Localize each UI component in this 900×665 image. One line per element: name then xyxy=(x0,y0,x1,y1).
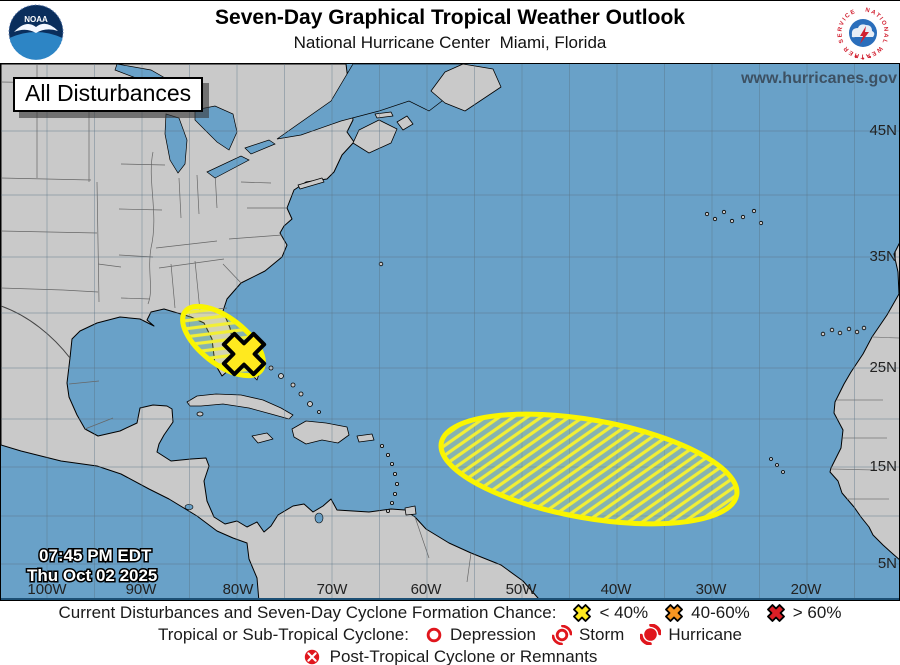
legend-item-storm: Storm xyxy=(551,624,625,645)
trinidad xyxy=(404,505,417,516)
lon-label-70W: 70W xyxy=(317,581,349,598)
cape-breton xyxy=(396,115,414,131)
legend-hurricane-label: Hurricane xyxy=(668,624,743,644)
nws-cloud-icon xyxy=(851,24,875,38)
outlook-map[interactable]: 45N 35N 25N 15N 5N 100W 90W 80W 70W 60W 50W 40W 30W… xyxy=(0,63,900,601)
long-island xyxy=(297,177,325,190)
gulf-st-lawrence xyxy=(276,64,464,140)
newfoundland xyxy=(430,64,502,112)
africa-landmass xyxy=(829,242,899,560)
legend-gt60-label: > 60% xyxy=(792,602,842,622)
americas-landmass xyxy=(1,64,541,600)
lake-nicaragua xyxy=(184,504,194,510)
legend-row-formation-chance: Current Disturbances and Seven-Day Cyclo… xyxy=(0,602,900,623)
lon-label-100W: 100W xyxy=(27,581,67,598)
lon-label-40W: 40W xyxy=(601,581,633,598)
lon-label-50W: 50W xyxy=(506,581,538,598)
legend-cyclone-label: Tropical or Sub-Tropical Cyclone: xyxy=(157,624,409,644)
timestamp-date: Thu Oct 02 2025 xyxy=(27,566,157,585)
page-subtitle: National Hurricane Center Miami, Florida xyxy=(293,33,607,52)
legend-row-posttropical: Post-Tropical Cyclone or Remnants xyxy=(0,646,900,665)
lon-label-20W: 20W xyxy=(791,581,823,598)
header: NOAA Seven-Day Graphical Tropical Weathe… xyxy=(0,1,900,63)
bermuda xyxy=(378,261,384,267)
nws-logo: NATIONAL WEATHER SERVICE xyxy=(835,5,891,61)
depression-icon xyxy=(426,627,442,642)
legend: Current Disturbances and Seven-Day Cyclo… xyxy=(0,601,900,665)
canary-islands xyxy=(820,325,867,337)
lesser-antilles xyxy=(379,443,417,516)
legend-posttropical-label: Post-Tropical Cyclone or Remnants xyxy=(329,646,598,665)
jamaica xyxy=(251,432,274,444)
map-bottom-bar xyxy=(1,598,899,600)
central-atlantic-disturbance-area[interactable] xyxy=(433,395,745,544)
hurricane-icon xyxy=(640,624,662,645)
legend-depression-label: Depression xyxy=(449,624,536,644)
africa-borders xyxy=(830,336,899,500)
noaa-gull-icon xyxy=(14,23,58,33)
nws-lightning-icon xyxy=(860,26,869,44)
us-mexico-border xyxy=(1,305,71,359)
lake-maracaibo xyxy=(314,512,324,524)
legend-item-hurricane: Hurricane xyxy=(640,624,742,645)
legend-item-gt60: > 60% xyxy=(766,602,842,623)
lon-label-30W: 30W xyxy=(696,581,728,598)
tropical-storm-icon xyxy=(551,624,572,645)
disturbance-x-marker[interactable] xyxy=(214,324,273,383)
orange-x-icon xyxy=(665,603,684,622)
lon-label-90W: 90W xyxy=(126,581,158,598)
prince-edward-island xyxy=(374,111,394,119)
legend-chance-label: Current Disturbances and Seven-Day Cyclo… xyxy=(58,602,557,622)
lon-label-80W: 80W xyxy=(223,581,255,598)
lat-label-15N: 15N xyxy=(869,458,897,475)
legend-item-40-60: 40-60% xyxy=(664,603,750,623)
legend-40-60-label: 40-60% xyxy=(691,602,750,622)
post-tropical-icon xyxy=(304,649,319,664)
website-link[interactable]: www.hurricanes.gov xyxy=(740,70,897,87)
isle-of-youth xyxy=(196,411,204,417)
cape-verde xyxy=(769,457,785,474)
legend-storm-label: Storm xyxy=(578,624,625,644)
puerto-rico xyxy=(356,433,375,443)
islands xyxy=(186,64,867,516)
azores xyxy=(704,208,764,226)
hispaniola xyxy=(291,420,350,445)
lat-label-25N: 25N xyxy=(869,359,897,376)
noaa-logo: NOAA xyxy=(8,4,64,60)
lat-label-45N: 45N xyxy=(869,122,897,139)
page-title: Seven-Day Graphical Tropical Weather Out… xyxy=(215,6,685,29)
noaa-logo-text: NOAA xyxy=(24,15,48,24)
graticule xyxy=(1,64,899,598)
legend-row-cyclone: Tropical or Sub-Tropical Cyclone: Depres… xyxy=(0,624,900,645)
nova-scotia xyxy=(352,119,398,154)
all-disturbances-label: All Disturbances xyxy=(13,77,204,112)
nws-stars xyxy=(854,55,872,60)
legend-item-depression: Depression xyxy=(425,625,536,645)
yellow-x-icon xyxy=(573,603,592,622)
lon-label-60W: 60W xyxy=(411,581,443,598)
latitude-labels: 45N 35N 25N 15N 5N xyxy=(869,122,897,572)
red-x-icon xyxy=(766,603,785,622)
lat-label-35N: 35N xyxy=(869,248,897,265)
legend-item-lt40: < 40% xyxy=(572,603,648,623)
cuba xyxy=(186,393,294,420)
timestamp-time: 07:45 PM EDT xyxy=(39,546,152,565)
lat-label-5N: 5N xyxy=(878,555,897,572)
legend-lt40-label: < 40% xyxy=(599,602,649,622)
longitude-labels: 100W 90W 80W 70W 60W 50W 40W 30W 20W xyxy=(27,581,822,598)
